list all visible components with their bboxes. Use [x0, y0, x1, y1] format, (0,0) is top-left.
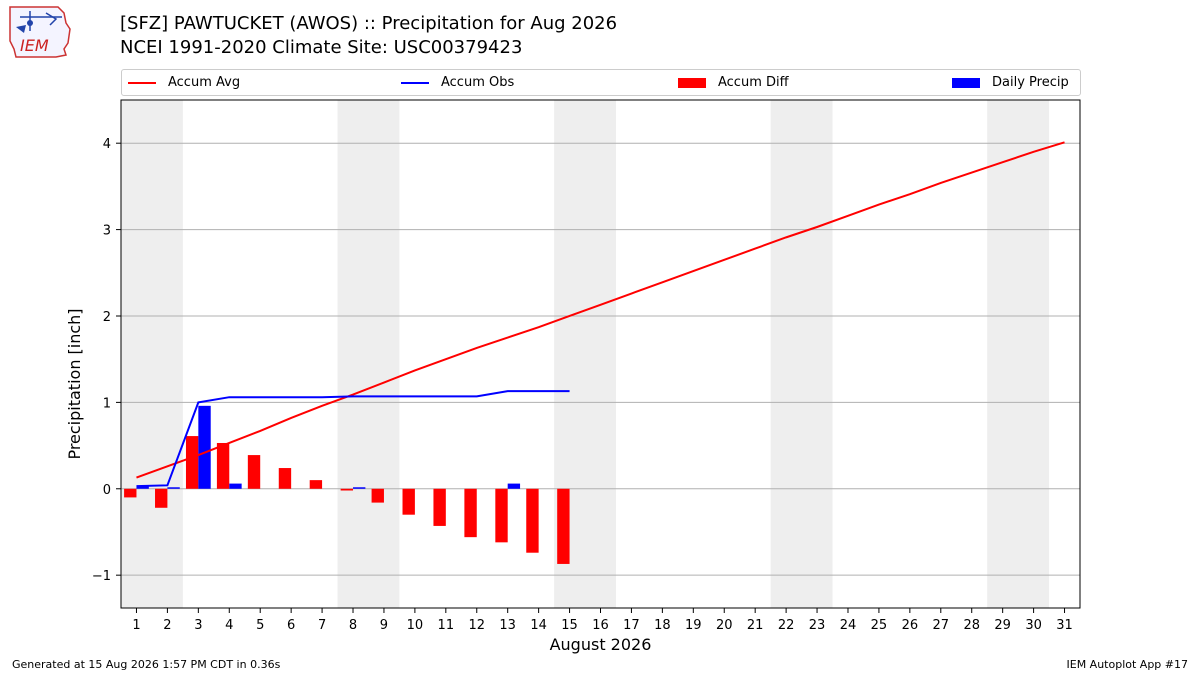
logo-text: IEM [20, 36, 49, 55]
x-tick-label: 4 [225, 618, 233, 633]
legend-swatch-accum-obs [401, 81, 429, 84]
legend-label-accum-obs: Accum Obs [441, 75, 515, 90]
x-tick-label: 6 [287, 618, 295, 633]
app-id: IEM Autoplot App #17 [1066, 658, 1189, 671]
x-tick-label: 23 [809, 618, 826, 633]
x-tick-label: 12 [468, 618, 485, 633]
accum-diff-bar [185, 436, 199, 489]
x-tick-label: 14 [530, 618, 547, 633]
weekend-band [121, 100, 183, 608]
legend-item-accum-avg: Accum Avg [128, 70, 240, 95]
accum-diff-bar [402, 488, 415, 515]
lines [136, 141, 1065, 488]
title-line-1: [SFZ] PAWTUCKET (AWOS) :: Precipitation … [120, 13, 618, 34]
x-tick-label: 7 [318, 618, 326, 633]
legend-item-accum-obs: Accum Obs [401, 70, 514, 95]
x-tick-label: 21 [747, 618, 764, 633]
accum-diff-bar [216, 442, 230, 489]
legend-label-daily-precip: Daily Precip [992, 75, 1069, 90]
x-tick-label: 19 [685, 618, 702, 633]
weekend-band [987, 100, 1050, 608]
legend-label-accum-diff: Accum Diff [718, 75, 789, 90]
accum-diff-bar [247, 455, 261, 489]
x-tick-label: 22 [778, 618, 795, 633]
accum-diff-bar [309, 480, 323, 489]
x-tick-label: 15 [561, 618, 578, 633]
daily-precip-bar [229, 483, 242, 489]
accum-diff-bar [433, 488, 446, 526]
bars [124, 405, 570, 564]
title-line-2: NCEI 1991-2020 Climate Site: USC00379423 [120, 37, 523, 58]
x-tick-label: 20 [716, 618, 733, 633]
daily-precip-bar [167, 487, 180, 489]
x-tick-label: 29 [994, 618, 1011, 633]
y-tick-label: 1 [103, 396, 111, 411]
weekend-band [337, 100, 400, 608]
x-tick-label: 11 [438, 618, 455, 633]
chart-title: [SFZ] PAWTUCKET (AWOS) :: Precipitation … [120, 12, 617, 60]
legend-label-accum-avg: Accum Avg [168, 75, 241, 90]
accum-obs-line [136, 390, 570, 488]
daily-precip-bar [198, 405, 211, 489]
accum-diff-bar [495, 488, 508, 543]
accum-diff-bar [464, 488, 477, 538]
x-tick-label: 27 [933, 618, 950, 633]
accum-diff-bar [371, 488, 384, 503]
weekend-shading [121, 100, 1050, 608]
x-tick-label: 17 [623, 618, 640, 633]
y-tick-label: 0 [103, 483, 111, 498]
accum-diff-bar [340, 488, 354, 491]
x-tick-label: 16 [592, 618, 609, 633]
y-tick-label: 4 [103, 137, 111, 152]
x-axis-label: August 2026 [550, 635, 652, 654]
y-tick-label: 2 [103, 310, 111, 325]
legend-swatch-daily-precip [952, 77, 980, 88]
weekend-band [770, 100, 833, 608]
x-tick-label: 3 [194, 618, 202, 633]
y-axis-label: Precipitation [inch] [65, 308, 84, 459]
x-tick-label: 1 [132, 618, 140, 633]
legend-item-daily-precip: Daily Precip [952, 70, 1069, 95]
accum-diff-bar [278, 468, 292, 489]
x-tick-label: 24 [840, 618, 857, 633]
x-tick-label: 2 [163, 618, 171, 633]
accum-diff-bar [124, 488, 137, 498]
accum-diff-bar [557, 488, 570, 564]
daily-precip-bar [353, 487, 366, 489]
accum-diff-bar [155, 488, 168, 508]
daily-precip-bar [507, 483, 521, 489]
x-tick-label: 8 [349, 618, 357, 633]
x-tick-label: 28 [963, 618, 980, 633]
x-tick-label: 25 [871, 618, 888, 633]
x-tick-label: 18 [654, 618, 671, 633]
accum-diff-bar [526, 488, 539, 553]
legend-swatch-accum-avg [128, 81, 156, 84]
iem-logo: IEM [9, 6, 71, 58]
y-tick-label: 3 [103, 224, 111, 239]
gridlines [121, 142, 1080, 576]
x-tick-label: 10 [407, 618, 424, 633]
chart-legend: Accum Avg Accum Obs Accum Diff Daily Pre… [121, 69, 1081, 96]
x-tick-label: 26 [902, 618, 919, 633]
x-tick-label: 31 [1056, 618, 1073, 633]
x-tick-label: 9 [380, 618, 388, 633]
x-tick-label: 30 [1025, 618, 1042, 633]
generated-timestamp: Generated at 15 Aug 2026 1:57 PM CDT in … [12, 658, 281, 671]
y-tick-label: −1 [92, 569, 111, 584]
x-tick-label: 5 [256, 618, 264, 633]
daily-precip-bar [136, 486, 149, 489]
legend-item-accum-diff: Accum Diff [678, 70, 789, 95]
legend-swatch-accum-diff [678, 77, 706, 88]
accum-avg-line [136, 141, 1065, 479]
x-tick-label: 13 [499, 618, 516, 633]
